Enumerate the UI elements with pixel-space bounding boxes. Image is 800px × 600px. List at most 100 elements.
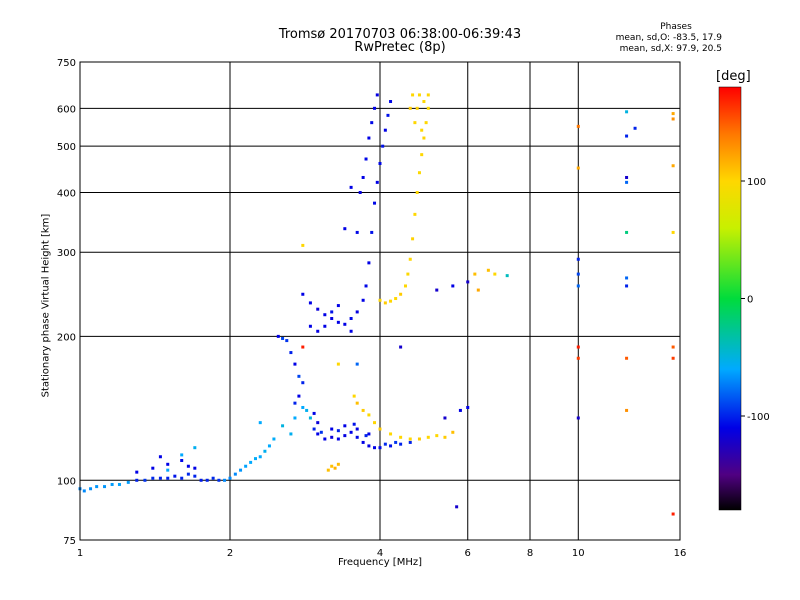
data-point xyxy=(110,482,114,486)
data-point xyxy=(258,421,262,425)
data-point xyxy=(316,329,320,333)
data-point xyxy=(217,478,221,482)
phases-legend: Phases mean, sd,O: -83.5, 17.9 mean, sd,… xyxy=(590,22,722,55)
data-point xyxy=(305,408,309,412)
data-point xyxy=(367,432,371,436)
data-point xyxy=(625,175,629,179)
data-point xyxy=(343,227,347,231)
data-point xyxy=(281,336,285,340)
data-point xyxy=(417,437,421,441)
data-point xyxy=(671,356,675,360)
data-point xyxy=(370,230,374,234)
data-point xyxy=(370,121,374,125)
data-point xyxy=(411,93,415,97)
data-point xyxy=(336,437,340,441)
data-point xyxy=(408,257,412,261)
colorbar-tick-label: -100 xyxy=(747,412,770,423)
data-point xyxy=(355,435,359,439)
data-point xyxy=(126,480,130,484)
y-tick-label: 100 xyxy=(57,476,76,487)
data-point xyxy=(151,466,155,470)
data-point xyxy=(166,476,170,480)
data-point xyxy=(486,268,490,272)
data-point xyxy=(426,435,430,439)
data-point xyxy=(451,284,455,288)
data-point xyxy=(173,474,177,478)
data-point xyxy=(361,440,365,444)
data-point xyxy=(316,421,320,425)
data-point xyxy=(349,329,353,333)
data-point xyxy=(576,124,580,128)
data-point xyxy=(625,180,629,184)
data-point xyxy=(316,432,320,436)
data-point xyxy=(435,434,439,438)
data-point xyxy=(466,280,470,284)
data-point xyxy=(422,100,426,104)
data-point xyxy=(193,474,197,478)
data-point xyxy=(625,284,629,288)
data-point xyxy=(289,432,293,436)
tick-layer: 1 2 4 6 8 10 16 75 100 200 300 400 500 600 750 xyxy=(57,58,686,559)
data-point xyxy=(625,134,629,138)
points-layer xyxy=(78,93,675,516)
data-point xyxy=(625,408,629,412)
data-point xyxy=(323,313,327,317)
data-point xyxy=(383,128,387,132)
data-point xyxy=(408,437,412,441)
data-point xyxy=(576,257,580,261)
x-tick-label: 4 xyxy=(377,548,383,559)
data-point xyxy=(361,175,365,179)
data-point xyxy=(625,230,629,234)
data-point xyxy=(424,121,428,125)
data-point xyxy=(323,437,327,441)
data-point xyxy=(293,362,297,366)
data-point xyxy=(625,110,629,114)
data-point xyxy=(289,351,293,355)
x-tick-label: 10 xyxy=(572,548,585,559)
data-point xyxy=(435,288,439,292)
data-point xyxy=(671,112,675,116)
data-point xyxy=(367,136,371,140)
chart-title: Tromsø 20170703 06:38:00-06:39:43 xyxy=(278,27,522,42)
x-tick-label: 16 xyxy=(674,548,687,559)
data-point xyxy=(426,93,430,97)
data-point xyxy=(336,429,340,433)
data-point xyxy=(367,413,371,417)
y-tick-label: 200 xyxy=(57,332,76,343)
data-point xyxy=(301,292,305,296)
data-point xyxy=(671,117,675,121)
data-point xyxy=(373,106,377,110)
data-point xyxy=(330,464,334,468)
data-point xyxy=(180,476,184,480)
data-point xyxy=(205,478,209,482)
data-point xyxy=(375,180,379,184)
y-tick-label: 75 xyxy=(63,536,76,547)
x-axis-label: Frequency [MHz] xyxy=(337,557,423,568)
data-point xyxy=(193,466,197,470)
phases-line-o: mean, sd,O: -83.5, 17.9 xyxy=(615,33,722,43)
data-point xyxy=(89,487,93,491)
data-point xyxy=(576,272,580,276)
data-point xyxy=(166,462,170,466)
data-point xyxy=(378,298,382,302)
data-point xyxy=(301,243,305,247)
colorbar-tick-label: 100 xyxy=(747,177,766,188)
data-point xyxy=(389,299,393,303)
data-point xyxy=(211,476,215,480)
data-point xyxy=(473,272,477,276)
data-point xyxy=(253,457,257,461)
data-point xyxy=(375,93,379,97)
data-point xyxy=(671,164,675,168)
data-point xyxy=(281,424,285,428)
data-point xyxy=(451,430,455,434)
data-point xyxy=(415,106,419,110)
data-point xyxy=(426,106,430,110)
data-point xyxy=(378,427,382,431)
y-axis-label: Stationary phase Virtual Height [km] xyxy=(40,213,52,398)
data-point xyxy=(135,478,139,482)
data-point xyxy=(364,434,368,438)
data-point xyxy=(389,100,393,104)
phases-line-x: mean, sd,X: 97.9, 20.5 xyxy=(619,44,722,54)
data-point xyxy=(355,401,359,405)
data-point xyxy=(420,153,424,157)
